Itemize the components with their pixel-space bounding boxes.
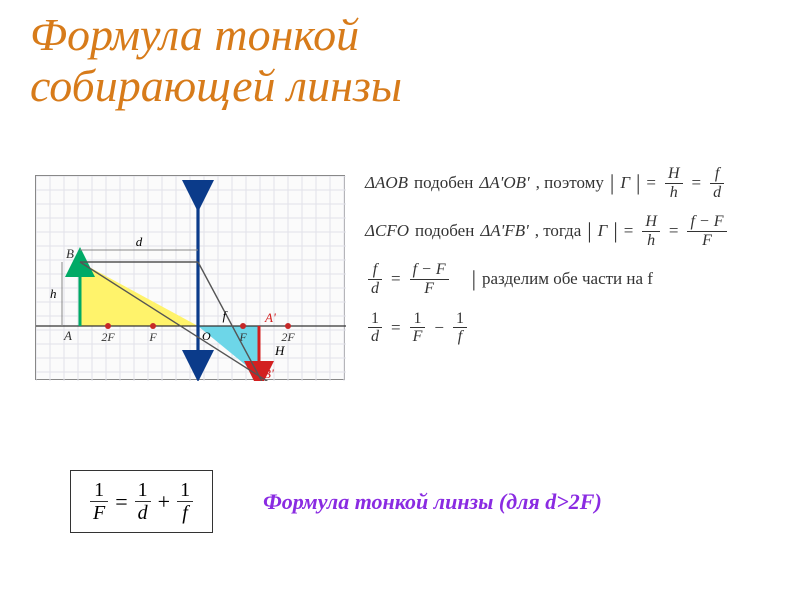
svg-text:A: A [63, 328, 72, 343]
formula-caption: Формула тонкой линзы (для d>2F) [263, 489, 602, 515]
svg-text:h: h [50, 286, 57, 301]
svg-text:F: F [148, 330, 157, 344]
svg-text:H: H [274, 343, 285, 358]
page-title: Формула тонкой собирающей линзы [30, 10, 770, 111]
eq-final-step: 1d = 1F − 1f [365, 310, 785, 346]
lens-diagram-svg: 2FFF2FOBAhA'B'Hdf [36, 176, 346, 381]
svg-text:B': B' [263, 366, 274, 381]
lens-diagram: 2FFF2FOBAhA'B'Hdf [35, 175, 345, 380]
svg-text:2F: 2F [101, 330, 115, 344]
derivation-equations: ΔAOB подобен ΔA'OB' , поэтому |Г| = Hh =… [365, 165, 785, 358]
title-line-1: Формула тонкой [30, 10, 770, 61]
eq-ratio: fd = f − FF | разделим обе части на f [365, 261, 785, 297]
svg-text:B: B [66, 246, 74, 261]
svg-text:F: F [238, 330, 247, 344]
eq-similarity-1: ΔAOB подобен ΔA'OB' , поэтому |Г| = Hh =… [365, 165, 785, 201]
svg-text:2F: 2F [281, 330, 295, 344]
thin-lens-formula: 1F = 1d + 1f [70, 470, 213, 533]
title-line-2: собирающей линзы [30, 61, 770, 112]
eq-similarity-2: ΔCFO подобен ΔA'FB' , тогда |Г| = Hh = f… [365, 213, 785, 249]
result-row: 1F = 1d + 1f Формула тонкой линзы (для d… [70, 470, 760, 533]
svg-text:A': A' [264, 310, 276, 325]
svg-text:d: d [136, 234, 143, 249]
